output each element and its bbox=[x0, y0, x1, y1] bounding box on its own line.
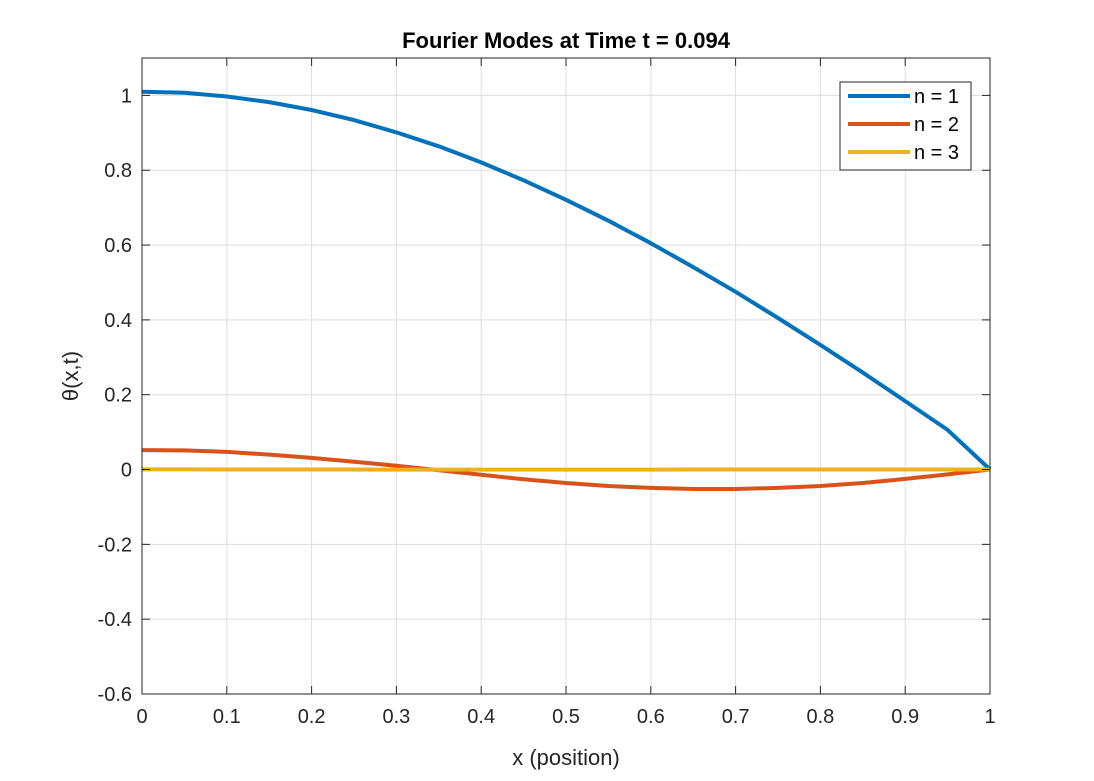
y-tick-label: 1 bbox=[121, 85, 132, 107]
y-tick-label: -0.4 bbox=[98, 609, 132, 631]
legend-label-n1: n = 1 bbox=[914, 86, 959, 108]
x-tick-label: 0.4 bbox=[467, 706, 495, 728]
legend: n = 1 n = 2 n = 3 bbox=[839, 81, 972, 171]
x-tick-label: 0.7 bbox=[722, 706, 750, 728]
x-tick-label: 0.2 bbox=[298, 706, 326, 728]
legend-label-n2: n = 2 bbox=[914, 114, 959, 136]
x-tick-label: 0.8 bbox=[806, 706, 834, 728]
x-tick-label: 0.5 bbox=[552, 706, 580, 728]
y-tick-label: 0.2 bbox=[104, 385, 132, 407]
x-tick-label: 0 bbox=[136, 706, 147, 728]
x-tick-label: 0.3 bbox=[382, 706, 410, 728]
series-line-n1 bbox=[141, 89, 992, 471]
axis-ticks: 0 0.1 0.2 0.3 0.4 0.5 0.6 0.7 0.8 0.9 1 -0.6 -0.4 -0.… bbox=[98, 58, 996, 728]
x-tick-label: 0.1 bbox=[213, 706, 241, 728]
x-axis-label: x (position) bbox=[512, 745, 620, 770]
y-axis-label: θ(x,t) bbox=[58, 351, 83, 401]
x-tick-label: 0.9 bbox=[891, 706, 919, 728]
y-tick-label: -0.6 bbox=[98, 684, 132, 706]
y-tick-label: 0.4 bbox=[104, 310, 132, 332]
y-tick-label: 0.8 bbox=[104, 160, 132, 182]
series-lines bbox=[141, 89, 992, 491]
chart-title: Fourier Modes at Time t = 0.094 bbox=[402, 28, 731, 53]
legend-label-n3: n = 3 bbox=[914, 142, 959, 164]
x-tick-label: 1 bbox=[984, 706, 995, 728]
y-tick-label: -0.2 bbox=[98, 534, 132, 556]
y-tick-label: 0 bbox=[121, 460, 132, 482]
series-line-n2 bbox=[141, 448, 991, 491]
x-tick-label: 0.6 bbox=[637, 706, 665, 728]
y-tick-label: 0.6 bbox=[104, 235, 132, 257]
